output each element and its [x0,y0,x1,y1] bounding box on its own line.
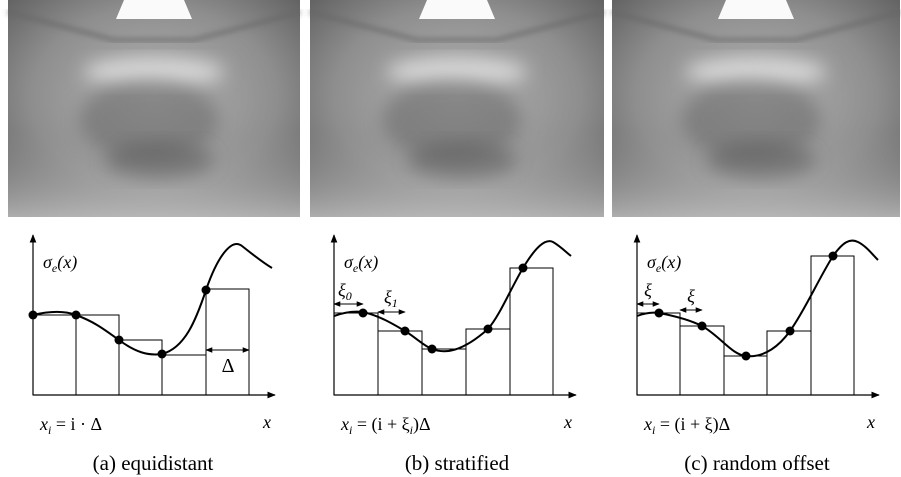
smoke-top [686,58,826,86]
math-part: (x) [358,252,378,273]
math-part: x [39,414,48,434]
ceiling-light [718,0,794,19]
math-part: (x) [661,252,681,273]
sample-point [358,308,368,318]
subscript: i [349,423,352,437]
sample-point [828,251,838,261]
formula: xi = i · Δ [39,414,102,437]
math-part: = (i + ξ)Δ [655,414,730,435]
x-axis-label: x [866,412,875,432]
x-axis-label: x [262,412,271,432]
formula: xi = (i + ξ)Δ [643,414,730,437]
sample-bin [377,330,423,396]
subscript: e [656,261,662,275]
y-axis-label: σe(x) [647,252,681,275]
math-part: σ [43,252,53,272]
math-part: (x) [57,252,77,273]
render-images [7,0,901,217]
subscript: 1 [392,296,398,310]
smoke-low [104,142,214,178]
math-part: ξ [384,287,392,307]
sample-bin [333,312,379,396]
math-part: σ [344,252,354,272]
subscript: i [652,423,655,437]
sample-bin [723,355,768,396]
sample-bin [465,328,511,396]
smoke-low [407,142,517,178]
render-image [309,0,605,217]
sample-point [785,326,795,336]
subscript: i [48,423,51,437]
extinction-curve [636,239,879,358]
sample-point [28,310,38,320]
formula: xi = (i + ξi)Δ [340,414,431,437]
ceiling-edge [7,10,301,42]
sample-bin [636,312,681,396]
delta-label: Δ [222,355,235,377]
sample-point [518,263,528,273]
sample-point [427,344,437,354]
sample-bin [810,255,855,396]
y-axis-label: σe(x) [43,252,77,275]
subscript: 0 [346,289,352,303]
x-axis-label: x [563,412,572,432]
sample-point [114,335,124,345]
offset-label: ξ [644,280,652,300]
sample-point [157,349,167,359]
math-part: ξ [338,280,346,300]
ceiling-light [419,0,495,19]
render-image [611,0,901,217]
ceiling-light [116,0,192,19]
subscript: e [353,261,359,275]
ceiling-edge [611,10,901,42]
sample-point [201,285,211,295]
smoke-body [382,80,522,160]
sample-bin [75,314,120,396]
subscript: e [52,261,58,275]
sample-bin [161,354,207,396]
render-image [7,0,301,217]
offset-label: ξ [687,286,695,306]
math-part: σ [647,252,657,272]
offset-label: ξ1 [384,287,398,310]
sample-bin [118,339,163,396]
sample-bin [32,314,77,396]
sample-bin [205,288,250,396]
caption: (c) random offset [684,451,830,475]
math-part: = (i + ξ [352,414,409,435]
sample-bin [421,348,467,396]
sample-point [400,326,410,336]
smoke-body [681,80,821,160]
extinction-curve [333,240,572,353]
caption: (a) equidistant [93,451,214,475]
caption: (b) stratified [405,451,510,475]
y-axis-label: σe(x) [344,252,378,275]
smoke-body [79,80,219,160]
math-part: x [643,414,652,434]
subscript: i [410,423,413,437]
math-part: x [340,414,349,434]
smoke-top [387,58,527,86]
math-part: = i · Δ [51,414,102,434]
sample-bin [509,267,554,396]
sample-point [654,308,664,318]
sample-point [697,321,707,331]
math-part: )Δ [413,414,431,435]
ceiling-edge [309,10,605,42]
sample-point [483,324,493,334]
offset-label: ξ0 [338,280,352,303]
sample-point [741,351,751,361]
sample-bin [766,330,812,396]
sample-point [71,310,81,320]
smoke-low [706,142,816,178]
